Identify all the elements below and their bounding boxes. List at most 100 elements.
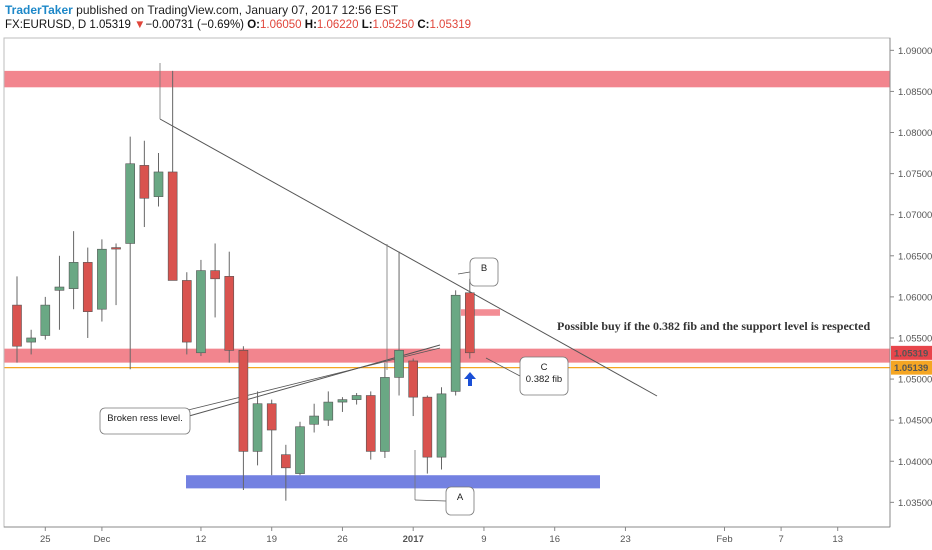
x-tick-label: 13 [832, 534, 843, 545]
bear-candle-body [12, 304, 22, 347]
y-tick-label: 1.06500 [898, 251, 932, 262]
y-tick-label: 1.03500 [898, 498, 932, 509]
high-label: H: [304, 19, 317, 31]
candle[interactable] [323, 391, 334, 426]
close-value: 1.05319 [429, 19, 472, 31]
x-tick-label: 16 [549, 534, 560, 545]
y-tick-label: 1.05000 [898, 375, 932, 386]
price-change: −0.00731 (−0.69%) [145, 19, 244, 31]
candle[interactable] [26, 329, 36, 355]
bear-candle-body [266, 403, 277, 431]
publish-info: published on TradingView.com, January 07… [76, 3, 399, 17]
candle[interactable] [422, 395, 433, 474]
x-tick-label: 26 [337, 534, 348, 545]
candle[interactable] [111, 243, 121, 306]
bear-candle-body [464, 292, 475, 354]
b-point-callout-box [469, 257, 499, 287]
b-point-callout-text: B [481, 263, 487, 274]
c-point-callout[interactable]: C0.382 fib [485, 356, 569, 396]
bull-candle-body [394, 350, 404, 378]
bull-candle-body [380, 377, 390, 452]
bear-candle-body [238, 350, 249, 452]
bear-candle-body [111, 247, 121, 250]
c-point-callout-box [519, 356, 569, 396]
bull-candle-body [40, 304, 51, 336]
candle[interactable] [394, 251, 404, 396]
c-point-callout-pointer [485, 357, 521, 377]
bull-candle-body [337, 399, 348, 403]
candle[interactable] [139, 140, 150, 228]
low-value: 1.05250 [372, 19, 415, 31]
candle[interactable] [281, 444, 291, 501]
candle[interactable] [153, 153, 164, 207]
y-tick-label: 1.07500 [898, 169, 932, 180]
bear-candle-body [224, 276, 235, 351]
candle[interactable] [380, 362, 390, 458]
author-name[interactable]: TraderTaker [5, 3, 73, 17]
candle[interactable] [436, 387, 447, 470]
candle[interactable] [365, 391, 376, 460]
last-price-tag-text: 1.05319 [894, 348, 928, 359]
candle[interactable] [97, 239, 107, 322]
bull-candle-body [68, 262, 79, 289]
demand-zone [186, 475, 600, 489]
candle[interactable] [210, 243, 220, 318]
ohlc-line: FX:EURUSD, D 1.05319 ▼−0.00731 (−0.69%) … [5, 19, 471, 31]
candle[interactable] [252, 391, 263, 466]
bull-candle-body [323, 401, 334, 421]
candle[interactable] [68, 231, 79, 310]
y-tick-label: 1.04000 [898, 457, 932, 468]
candle[interactable] [238, 346, 249, 491]
broken-level-callout-text: Broken ress level. [107, 413, 183, 424]
bear-candle-body [422, 396, 433, 458]
a-point-callout[interactable]: A [414, 486, 475, 516]
x-tick-label: 7 [778, 534, 783, 545]
open-value: 1.06050 [259, 19, 302, 31]
broken-level-callout[interactable]: Broken ress level. [99, 407, 191, 435]
a-point-callout-pointer [414, 499, 447, 502]
bull-candle-body [309, 415, 319, 425]
bull-candle-body [26, 337, 36, 343]
bear-candle-body [210, 270, 220, 280]
x-tick-label: Feb [716, 534, 732, 545]
candle[interactable] [351, 393, 362, 405]
x-tick-label: 2017 [403, 534, 424, 545]
bull-candle-body [153, 171, 164, 197]
candle[interactable] [167, 70, 178, 281]
x-tick-label: 12 [196, 534, 207, 545]
bull-candle-body [450, 294, 461, 392]
symbol-label[interactable]: FX:EURUSD, D [5, 19, 87, 31]
trade-idea-note: Possible buy if the 0.382 fib and the su… [557, 319, 870, 333]
bear-candle-body [182, 280, 192, 343]
candle[interactable] [54, 255, 65, 330]
last-price: 1.05319 [89, 19, 131, 31]
a-point-callout-box [445, 486, 475, 516]
candle[interactable] [309, 403, 319, 433]
candle[interactable] [12, 276, 22, 363]
y-tick-label: 1.09000 [898, 46, 932, 57]
candle[interactable] [40, 296, 51, 340]
candle[interactable] [295, 421, 305, 476]
bull-candle-body [196, 270, 206, 354]
candle[interactable] [408, 358, 419, 417]
bull-candle-body [436, 393, 447, 458]
candle[interactable] [450, 290, 461, 396]
candle[interactable] [464, 278, 475, 359]
buy-arrow-icon [464, 372, 476, 386]
b-point-callout[interactable]: B [457, 257, 499, 287]
x-tick-label: 23 [620, 534, 631, 545]
y-tick-label: 1.05500 [898, 333, 932, 344]
chart-header: TraderTaker published on TradingView.com… [0, 0, 932, 36]
candle[interactable] [182, 272, 192, 355]
y-tick-label: 1.08000 [898, 128, 932, 139]
candle[interactable] [337, 397, 348, 412]
bull-candle-body [54, 286, 65, 291]
candle[interactable] [266, 399, 277, 476]
candle[interactable] [196, 259, 206, 357]
b-point-callout-pointer [457, 271, 471, 275]
candle[interactable] [82, 247, 93, 338]
candle[interactable] [224, 251, 235, 363]
candle[interactable] [125, 136, 135, 370]
x-tick-label: 25 [40, 534, 51, 545]
